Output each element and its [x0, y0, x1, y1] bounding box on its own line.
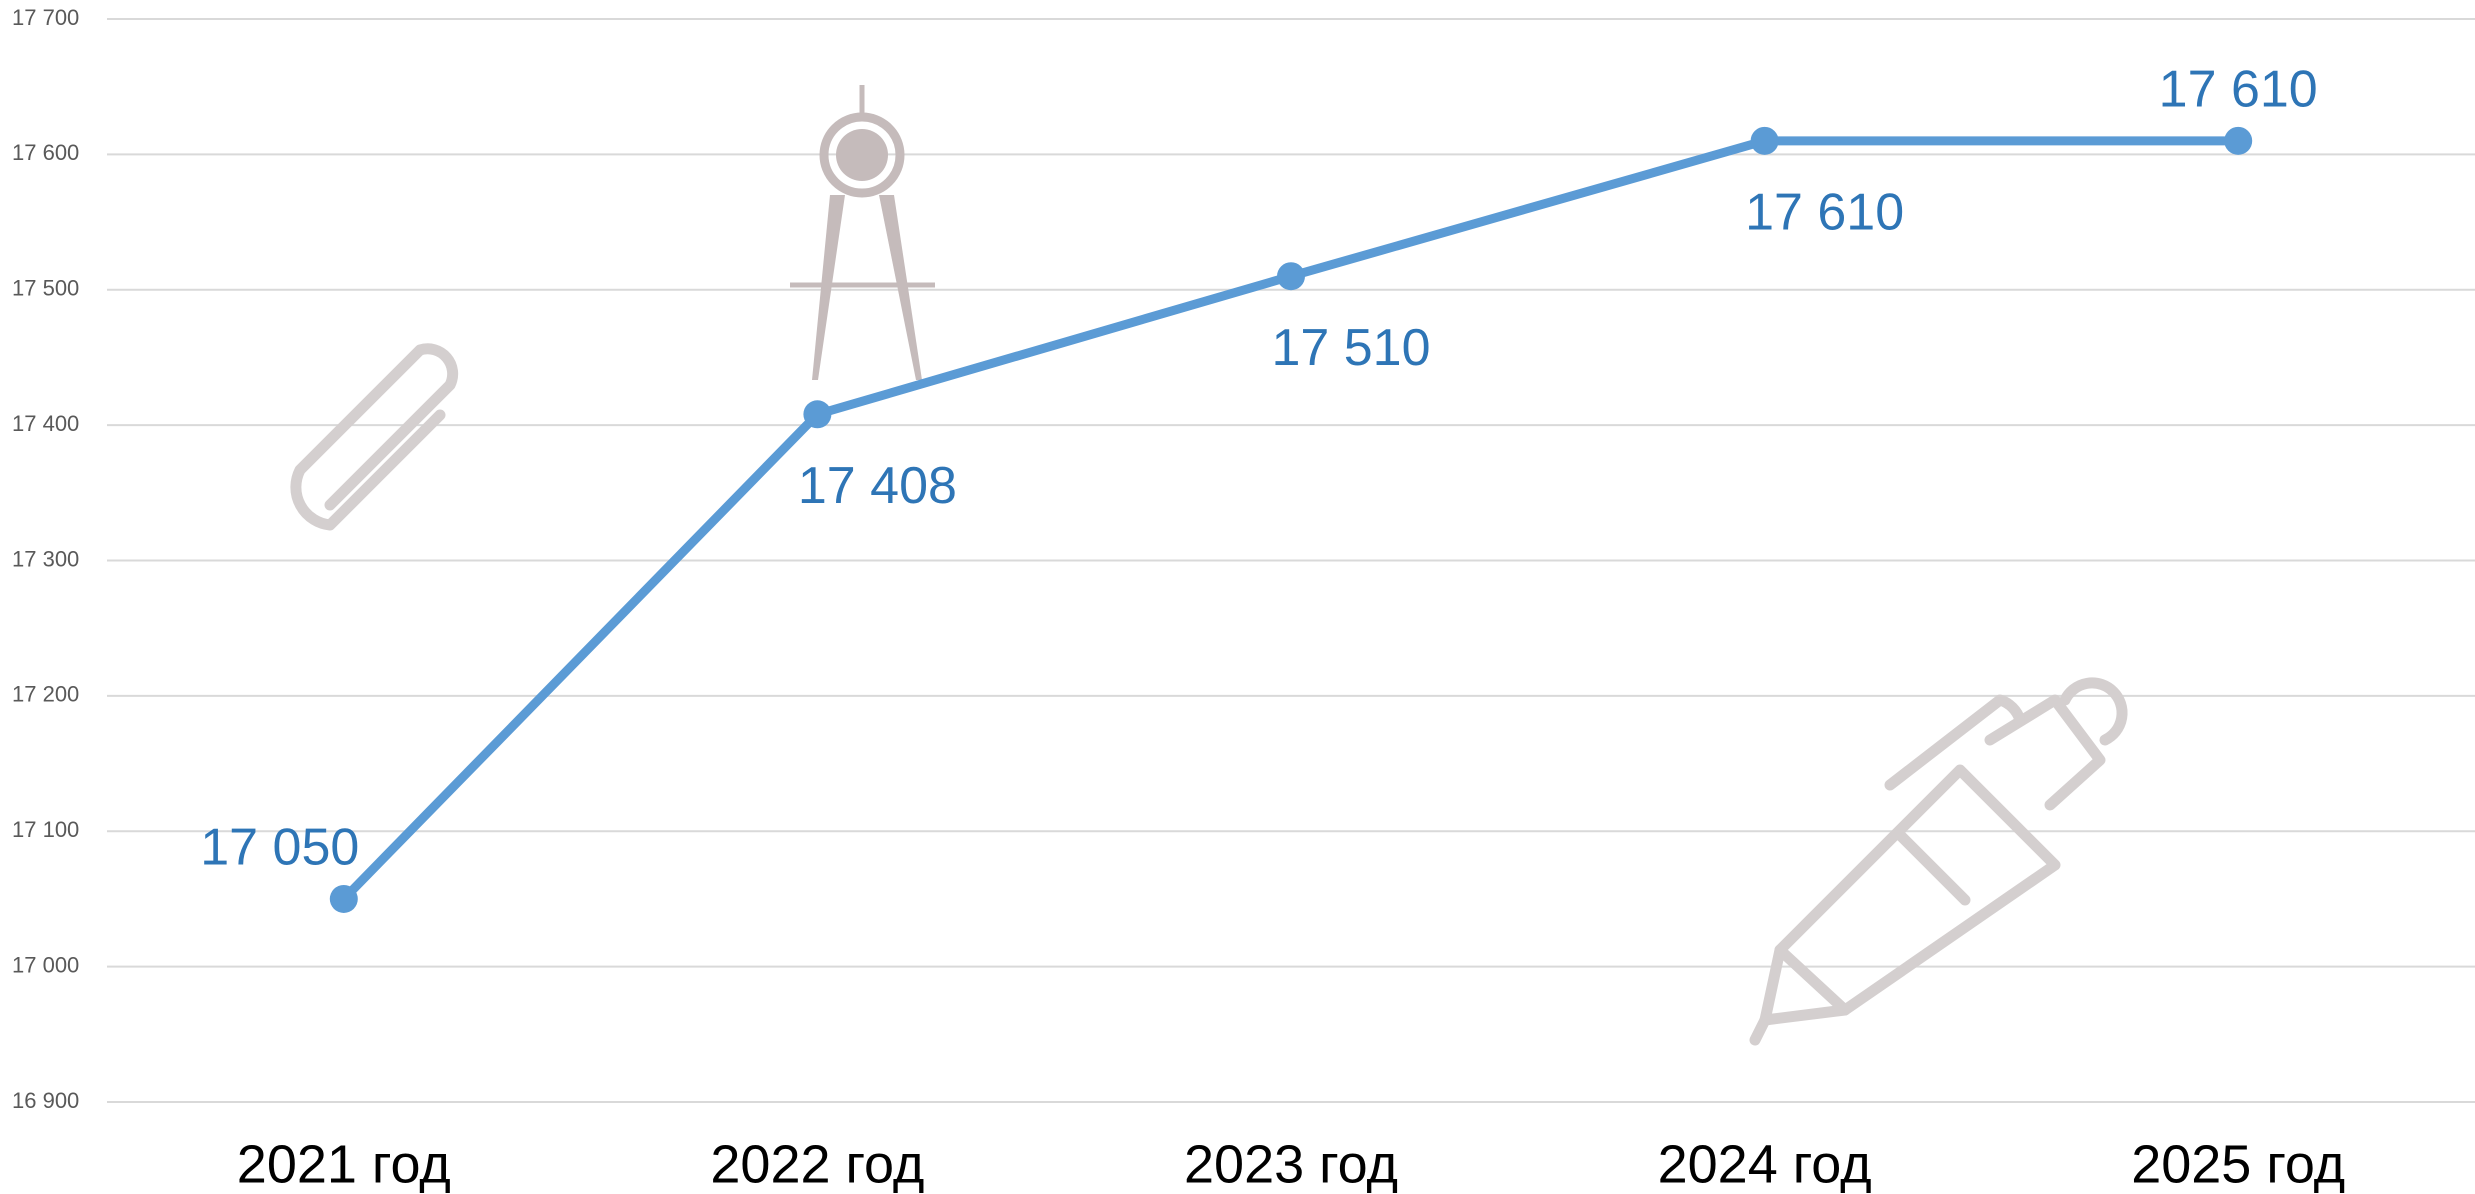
- paperclip-icon: [290, 343, 459, 531]
- y-tick-label: 16 900: [12, 1088, 79, 1113]
- data-label: 17 610: [2159, 61, 2318, 119]
- y-tick-label: 17 700: [12, 5, 79, 30]
- marker: [803, 400, 832, 429]
- data-label: 17 050: [200, 819, 359, 877]
- y-tick-label: 17 100: [12, 817, 79, 842]
- decorations: [290, 85, 2128, 1046]
- y-tick-label: 17 500: [12, 276, 79, 301]
- line: [340, 136, 2239, 903]
- y-tick-label: 17 300: [12, 546, 79, 571]
- y-tick-label: 17 600: [12, 140, 79, 165]
- pen-icon: [1749, 677, 2128, 1046]
- x-tick-label: 2023 год: [1184, 1134, 1398, 1194]
- marker: [1750, 126, 1779, 155]
- x-tick-label: 2025 год: [2131, 1134, 2345, 1194]
- marker: [1277, 262, 1305, 291]
- y-tick-label: 17 000: [12, 952, 79, 977]
- y-tick-label: 17 200: [12, 682, 79, 707]
- data-label: 17 408: [798, 457, 957, 515]
- marker: [2224, 126, 2253, 155]
- marker: [329, 884, 358, 913]
- grid: [107, 18, 2475, 1103]
- compass-icon: [790, 85, 935, 380]
- data-label: 17 610: [1745, 184, 1904, 242]
- y-tick-label: 17 400: [12, 411, 79, 436]
- data-label: 17 510: [1271, 319, 1430, 377]
- x-tick-label: 2024 год: [1658, 1134, 1872, 1194]
- x-tick-label: 2022 год: [710, 1134, 924, 1194]
- x-tick-label: 2021 год: [237, 1134, 451, 1194]
